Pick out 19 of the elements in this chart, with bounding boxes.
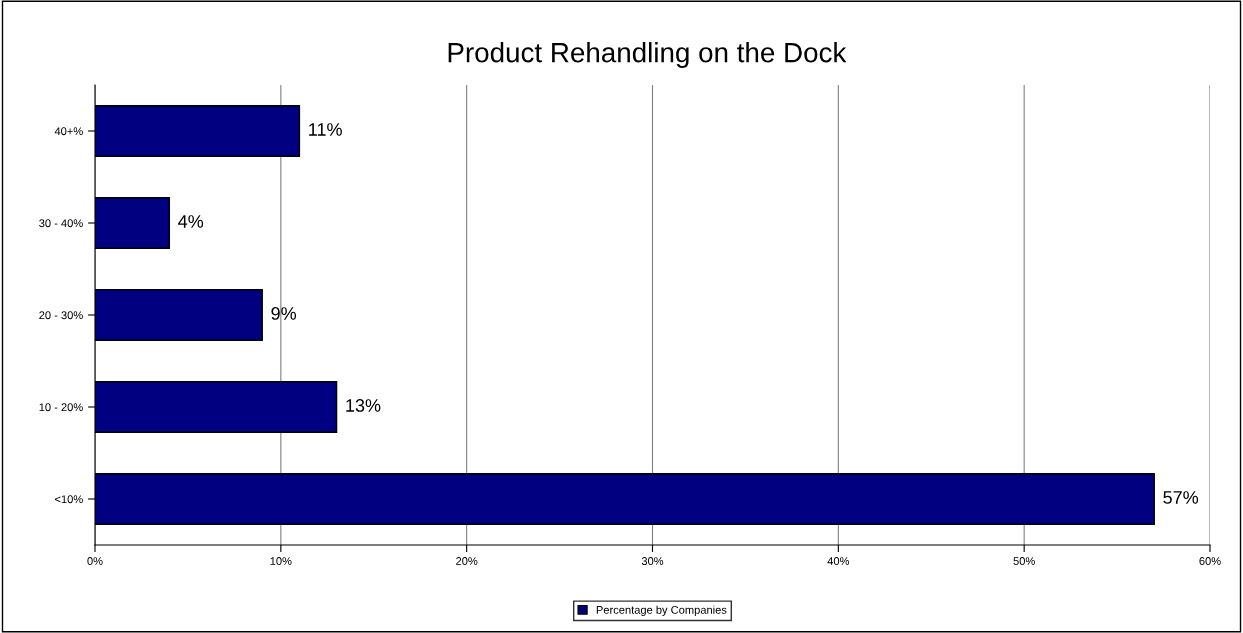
x-tick-label: 40% bbox=[827, 557, 850, 565]
data-label: 11% bbox=[309, 123, 342, 136]
data-label: 9% bbox=[271, 307, 297, 320]
y-tick-label: 40+% bbox=[54, 127, 83, 136]
x-tick-label: 30% bbox=[641, 557, 664, 565]
data-label: 57% bbox=[1163, 491, 1199, 504]
y-tick-label: 20 - 30% bbox=[39, 311, 83, 320]
y-tick-label: 30 - 40% bbox=[39, 219, 83, 228]
x-tick-label: 0% bbox=[87, 557, 103, 565]
x-tick-label: 50% bbox=[1013, 557, 1035, 565]
legend-label: Percentage by Companies bbox=[596, 605, 727, 617]
y-tick-label: <10% bbox=[55, 495, 83, 504]
x-tick-label: 20% bbox=[456, 557, 478, 565]
y-tick-label: 10 - 20% bbox=[39, 403, 83, 412]
x-tick-label: 10% bbox=[270, 557, 292, 565]
data-label: 13% bbox=[346, 399, 381, 412]
chart-title: Product Rehandling on the Dock bbox=[448, 42, 847, 68]
data-label: 4% bbox=[178, 215, 204, 228]
x-tick-label: 60% bbox=[1199, 557, 1221, 565]
